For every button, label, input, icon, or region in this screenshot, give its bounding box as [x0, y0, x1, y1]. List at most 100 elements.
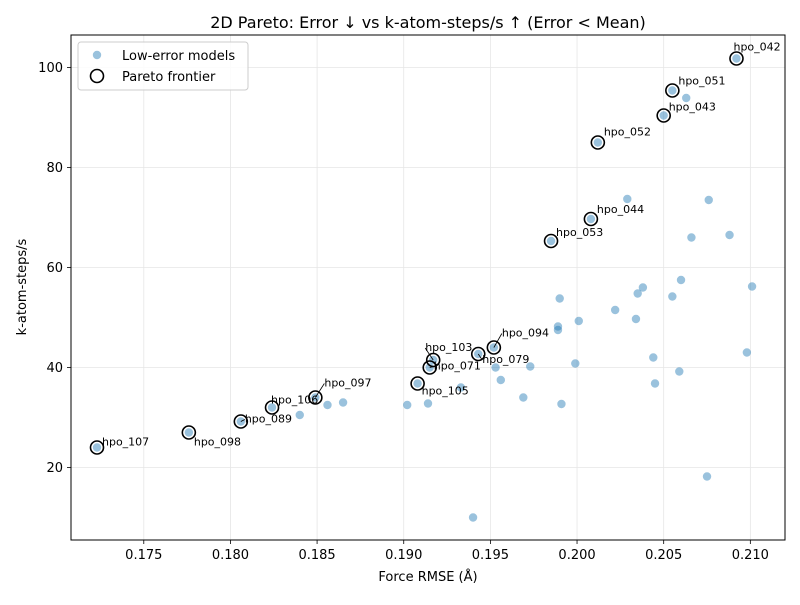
scatter-point [610, 305, 620, 315]
frontier-layer [89, 51, 744, 455]
x-tick-label: 0.185 [298, 548, 335, 563]
scatter-point [742, 348, 752, 357]
x-axis-label: Force RMSE (Å) [378, 569, 477, 585]
pareto-marker [590, 135, 606, 150]
scatter-point [633, 289, 642, 298]
pareto-point-label: hpo_098 [194, 436, 241, 449]
pareto-point-label: hpo_107 [102, 436, 149, 449]
y-tick-label: 100 [38, 61, 63, 76]
pareto-marker [89, 440, 105, 455]
annotation-leader-line [315, 383, 325, 398]
scatter-point [403, 400, 412, 410]
pareto-point-label: hpo_079 [482, 353, 529, 366]
pareto-point-label: hpo_052 [604, 126, 651, 139]
scatter-point [631, 314, 641, 324]
legend: Low-error models Pareto frontier [77, 41, 249, 91]
scatter-point [338, 398, 348, 407]
scatter-point [491, 363, 500, 372]
pareto-point-label: hpo_051 [678, 75, 725, 88]
x-tick-label: 0.190 [385, 548, 422, 563]
x-tick-label: 0.205 [645, 548, 682, 563]
scatter-point [732, 54, 741, 63]
x-tick-label: 0.200 [558, 548, 595, 563]
legend-box [77, 41, 249, 91]
pareto-marker [486, 340, 502, 355]
pareto-marker [264, 400, 280, 415]
scatter-point [184, 428, 194, 437]
pareto-marker [656, 108, 671, 123]
scatter-point [456, 383, 466, 392]
pareto-point-label: hpo_043 [669, 101, 716, 114]
scatter-point [571, 359, 580, 368]
scatter-point [704, 195, 713, 205]
scatter-point [623, 194, 632, 204]
scatter-point [650, 379, 660, 388]
legend-marker-low-error [92, 50, 102, 60]
pareto-point-label: hpo_097 [324, 377, 371, 390]
scatter-point [668, 292, 677, 301]
y-tick-label: 40 [46, 361, 63, 376]
pareto-point-label: hpo_103 [425, 341, 472, 354]
legend-label-pareto: Pareto frontier [122, 70, 216, 85]
chart-title: 2D Pareto: Error ↓ vs k-atom-steps/s ↑ (… [210, 13, 646, 32]
pareto-marker [665, 83, 680, 98]
legend-marker-pareto [89, 68, 105, 84]
annotation-leader-line [477, 353, 483, 361]
scatter-point [92, 443, 102, 452]
scatter-point [687, 233, 696, 242]
pareto-marker [233, 414, 249, 429]
scatter-point [267, 403, 277, 412]
y-axis-label: k-atom-steps/s [15, 238, 30, 335]
pareto-point-label: hpo_053 [556, 226, 603, 239]
annotation-leader-line [240, 419, 246, 422]
pareto-marker [470, 346, 486, 362]
pareto-marker [543, 233, 559, 249]
pareto-point-label: hpo_044 [597, 203, 644, 216]
annotation-layer: hpo_107 hpo_098 hpo_089 hpo_106 hpo_097 hpo_1… [102, 41, 781, 449]
pareto-point-label: hpo_105 [422, 385, 469, 398]
scatter-point [555, 294, 564, 303]
scatter-point [526, 362, 535, 371]
x-tick-label: 0.175 [125, 548, 162, 563]
y-tick-label: 80 [46, 161, 63, 176]
scatter-point [586, 214, 596, 224]
y-tick-label: 20 [46, 461, 63, 476]
x-tick-label: 0.180 [212, 548, 249, 563]
pareto-point-label: hpo_089 [245, 413, 292, 426]
pareto-marker [181, 425, 197, 440]
pareto-marker [583, 211, 599, 227]
scatter-point [574, 316, 583, 326]
scatter-point [519, 393, 528, 402]
scatter-point [676, 275, 686, 285]
scatter-point [553, 325, 563, 335]
scatter-point [423, 399, 433, 408]
scatter-point [553, 322, 563, 331]
pareto-point-label: hpo_071 [434, 360, 481, 373]
scatter-point [425, 363, 434, 372]
pareto-point-label: hpo_042 [733, 41, 780, 54]
annotation-leader-line [429, 366, 434, 368]
annotation-leader-line [424, 347, 434, 361]
scatter-point [546, 236, 556, 246]
pareto-point-label: hpo_106 [271, 394, 318, 407]
x-tick-label: 0.195 [472, 548, 509, 563]
scatter-point [638, 283, 648, 292]
annotation-leader-line [493, 333, 503, 348]
scatter-point [295, 410, 304, 420]
pareto-marker [422, 360, 438, 375]
scatter-point [702, 472, 712, 481]
pareto-point-label: hpo_094 [502, 327, 549, 340]
pareto-marker [729, 51, 744, 66]
scatter-point [474, 349, 483, 359]
scatter-point [747, 282, 757, 291]
points-layer [92, 54, 757, 522]
pareto-marker [410, 376, 425, 391]
scatter-point [323, 400, 332, 410]
ticks-layer: 0.175 0.180 0.185 0.190 0.195 0.200 0.205 0.210… [38, 61, 769, 563]
scatter-point [593, 138, 603, 147]
scatter-point [413, 379, 422, 388]
scatter-point [468, 513, 478, 522]
axes-frame [70, 34, 786, 541]
